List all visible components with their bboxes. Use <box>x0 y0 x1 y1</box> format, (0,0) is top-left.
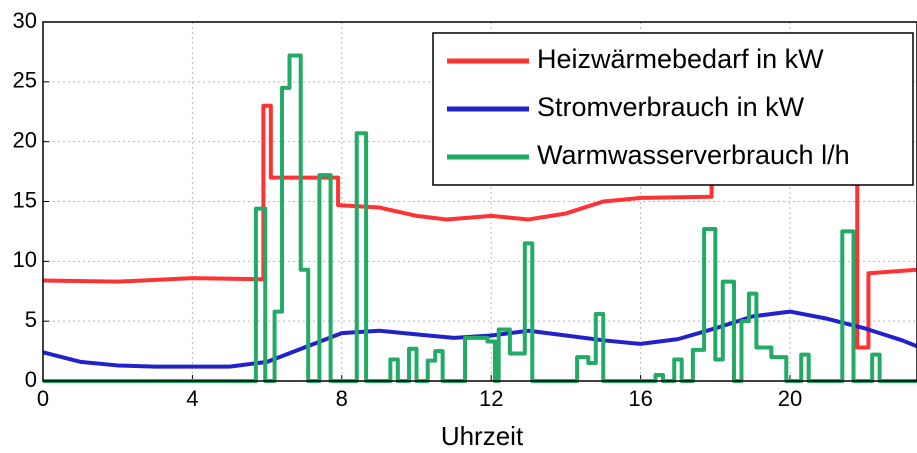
x-tick-label: 12 <box>479 386 503 411</box>
y-tick-label: 15 <box>13 187 37 212</box>
x-tick-label: 20 <box>778 386 802 411</box>
x-tick-label: 16 <box>628 386 652 411</box>
y-tick-label: 0 <box>25 367 37 392</box>
legend-label: Stromverbrauch in kW <box>537 92 805 122</box>
series-line <box>43 53 917 383</box>
y-tick-label: 20 <box>13 127 37 152</box>
x-tick-label: 0 <box>37 386 49 411</box>
series-line <box>42 309 917 369</box>
x-axis-label: Uhrzeit <box>441 421 524 451</box>
legend-label: Heizwärmebedarf in kW <box>537 44 824 74</box>
x-tick-label: 8 <box>336 386 348 411</box>
plot-frame <box>42 21 917 382</box>
x-tick-label: 4 <box>186 386 198 411</box>
y-tick-label: 5 <box>25 307 37 332</box>
y-tick-label: 25 <box>13 68 37 93</box>
legend-label: Warmwasserverbrauch l/h <box>537 140 850 170</box>
y-tick-label: 30 <box>13 8 37 33</box>
y-tick-label: 10 <box>13 247 37 272</box>
